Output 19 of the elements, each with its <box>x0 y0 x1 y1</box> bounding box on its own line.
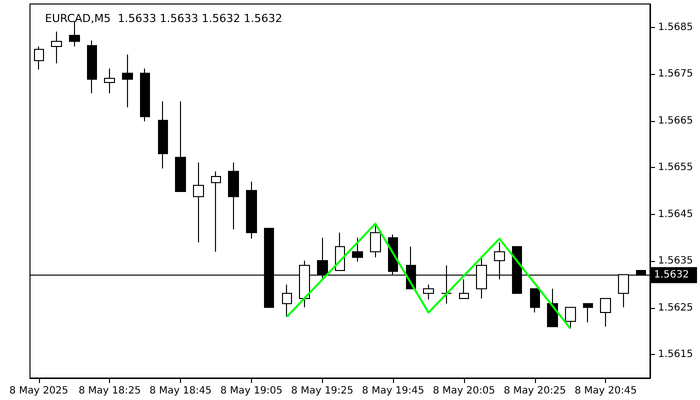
text: EURCAD,M5 1.5633 1.5633 1.5632 1.5632 <box>45 12 282 25</box>
y-tick-label: 1.5665 <box>658 115 693 126</box>
y-tick-label: 1.5685 <box>658 22 693 33</box>
y-tick-label: 1.5645 <box>658 208 693 220</box>
x-tick-label: 8 May 19:45 <box>362 386 424 396</box>
y-tick-label: 1.5655 <box>658 162 693 174</box>
x-tick-label: 8 May 2025 <box>9 386 68 396</box>
x-tick-label: 8 May 20:25 <box>504 386 566 396</box>
ref-line-label: 1.5632 <box>654 270 689 281</box>
y-tick-label: 1.5635 <box>658 256 693 267</box>
x-tick-label: 8 May 20:05 <box>432 386 496 396</box>
y-tick-label: 1.5625 <box>658 302 693 314</box>
x-tick-label: 8 May 18:45 <box>149 386 212 396</box>
x-tick-label: 8 May 19:05 <box>220 386 283 396</box>
x-tick-label: 8 May 18:25 <box>78 386 141 396</box>
x-tick-label: 8 May 19:25 <box>291 386 354 396</box>
y-tick-label: 1.5675 <box>658 68 693 80</box>
x-tick-label: 8 May 20:45 <box>574 386 637 396</box>
y-tick-label: 1.5615 <box>658 349 693 360</box>
